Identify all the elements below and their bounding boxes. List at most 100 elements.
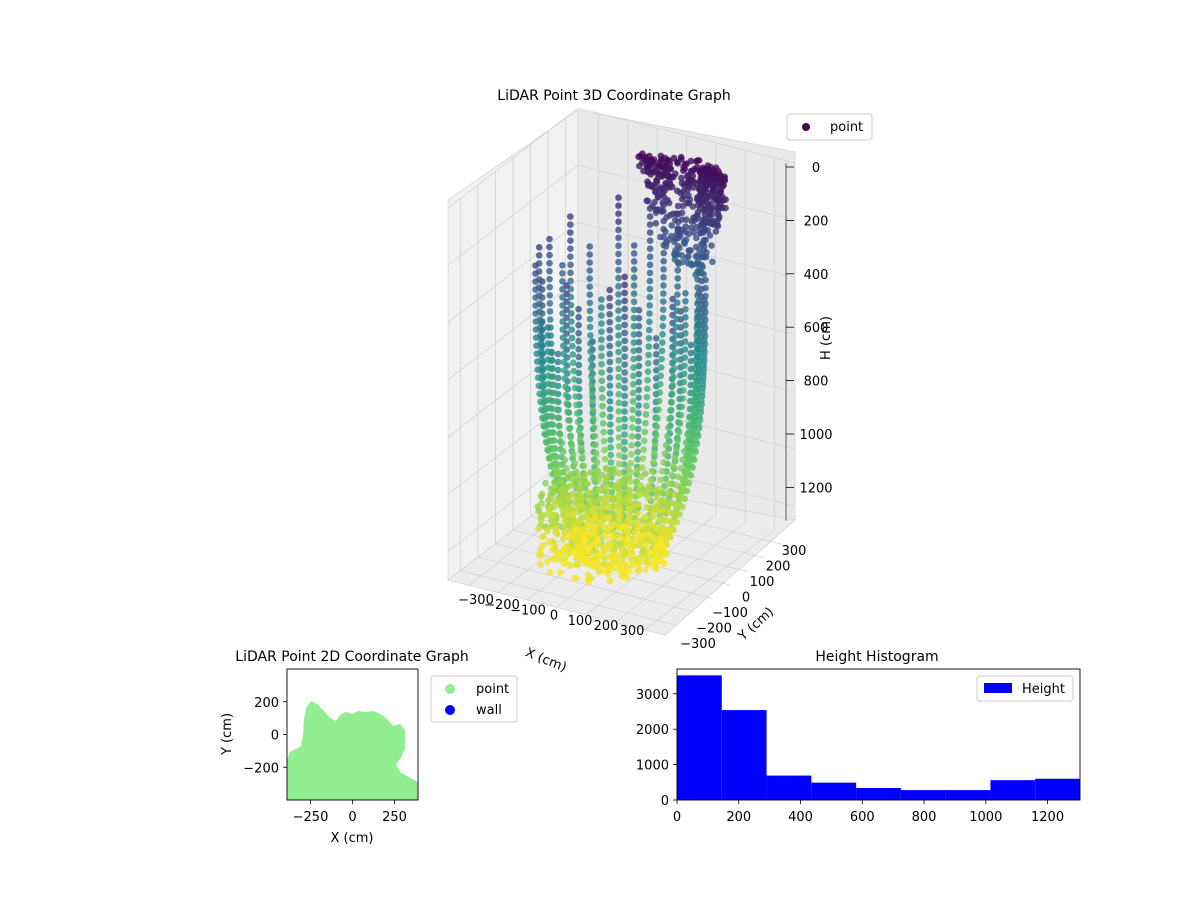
- cloud-point: [601, 446, 608, 454]
- cloud-point: [606, 318, 613, 326]
- cloud-point: [684, 431, 691, 438]
- cloud-point: [719, 183, 727, 190]
- cloud-point: [559, 310, 566, 317]
- z-tick-label: 1000: [799, 428, 832, 443]
- cloud-point: [540, 388, 548, 396]
- cloud-point: [675, 260, 682, 268]
- grid-x-line: [585, 142, 717, 616]
- cloud-point: [615, 258, 622, 266]
- cloud-point: [552, 453, 560, 461]
- cloud-point: [708, 242, 715, 249]
- cloud-point: [621, 377, 628, 384]
- histogram-bar: [1035, 778, 1080, 800]
- cloud-point: [616, 505, 624, 513]
- cloud-point: [661, 450, 669, 458]
- cloud-point: [662, 179, 669, 187]
- histogram-y-tick-label: 1000: [636, 759, 669, 774]
- cloud-point: [615, 250, 622, 258]
- cloud-point: [659, 322, 667, 330]
- cloud-point: [642, 541, 650, 549]
- cloud-point: [567, 269, 574, 277]
- cloud-point: [679, 456, 686, 464]
- cloud-point: [616, 460, 623, 468]
- cloud-point: [673, 307, 681, 315]
- cloud-point: [630, 339, 638, 346]
- cloud-point: [649, 202, 656, 210]
- cloud-point: [702, 284, 709, 292]
- histogram-x-tick-label: 600: [850, 810, 875, 825]
- cloud-point: [658, 355, 665, 363]
- cloud-point: [692, 243, 700, 251]
- plot-2d: LiDAR Point 2D Coordinate Graph −250 0 250…: [220, 649, 518, 846]
- cloud-point: [615, 382, 623, 390]
- cloud-point: [674, 275, 681, 282]
- cloud-point: [659, 507, 666, 514]
- cloud-point: [621, 329, 628, 337]
- y-tick-label-2d: −200: [243, 761, 279, 776]
- cloud-point: [550, 503, 558, 511]
- cloud-point: [583, 530, 591, 537]
- cloud-point: [561, 367, 568, 374]
- cloud-point: [615, 373, 622, 381]
- cloud-point: [668, 222, 675, 229]
- cloud-point: [630, 298, 638, 306]
- cloud-point: [634, 425, 642, 433]
- cloud-point: [547, 316, 554, 323]
- cloud-point: [698, 389, 706, 396]
- cloud-point: [635, 370, 643, 378]
- cloud-point: [657, 539, 665, 546]
- cloud-point: [575, 321, 582, 329]
- cloud-point: [659, 339, 666, 346]
- cloud-point: [606, 358, 614, 366]
- cloud-point: [630, 381, 637, 388]
- cloud-point: [664, 196, 671, 204]
- y-tick-label-2d: 0: [271, 729, 279, 744]
- cloud-point: [635, 378, 643, 386]
- cloud-point: [651, 168, 659, 176]
- cloud-point: [674, 267, 682, 274]
- cloud-point: [713, 175, 720, 182]
- legend-2d: point wall: [430, 675, 518, 723]
- cloud-point: [560, 342, 567, 350]
- cloud-point: [589, 398, 596, 406]
- cloud-point: [559, 506, 567, 513]
- cloud-point: [621, 345, 628, 353]
- cloud-point: [585, 578, 592, 585]
- cloud-point: [653, 525, 660, 532]
- cloud-point: [653, 367, 660, 374]
- cloud-point: [616, 469, 623, 477]
- cloud-point: [571, 574, 578, 582]
- cloud-point: [668, 390, 676, 397]
- cloud-point: [646, 302, 653, 309]
- cloud-point: [659, 199, 666, 206]
- cloud-point: [597, 495, 605, 502]
- cloud-point: [673, 299, 681, 307]
- cloud-point: [606, 366, 614, 374]
- cloud-point: [571, 459, 578, 467]
- cloud-point: [668, 499, 675, 506]
- cloud-point: [575, 472, 582, 480]
- cloud-point: [570, 359, 577, 367]
- cloud-point: [697, 230, 704, 237]
- cloud-point: [621, 289, 628, 297]
- cloud-point: [646, 269, 654, 277]
- cloud-point: [553, 556, 560, 564]
- cloud-point: [630, 347, 638, 355]
- cloud-point: [660, 290, 667, 297]
- cloud-point: [652, 432, 660, 439]
- cloud-point: [560, 350, 567, 358]
- cloud-point: [536, 292, 543, 299]
- cloud-point: [546, 259, 553, 267]
- cloud-point: [646, 318, 653, 326]
- cloud-point: [562, 391, 570, 399]
- cloud-point: [661, 498, 669, 505]
- cloud-point: [678, 156, 685, 163]
- cloud-point: [576, 436, 584, 443]
- cloud-point: [644, 197, 652, 205]
- histogram-title: Height Histogram: [815, 649, 938, 665]
- cloud-point: [559, 262, 566, 269]
- cloud-point: [592, 450, 600, 457]
- cloud-point: [630, 355, 637, 363]
- cloud-point: [656, 171, 664, 178]
- cloud-point: [659, 525, 667, 533]
